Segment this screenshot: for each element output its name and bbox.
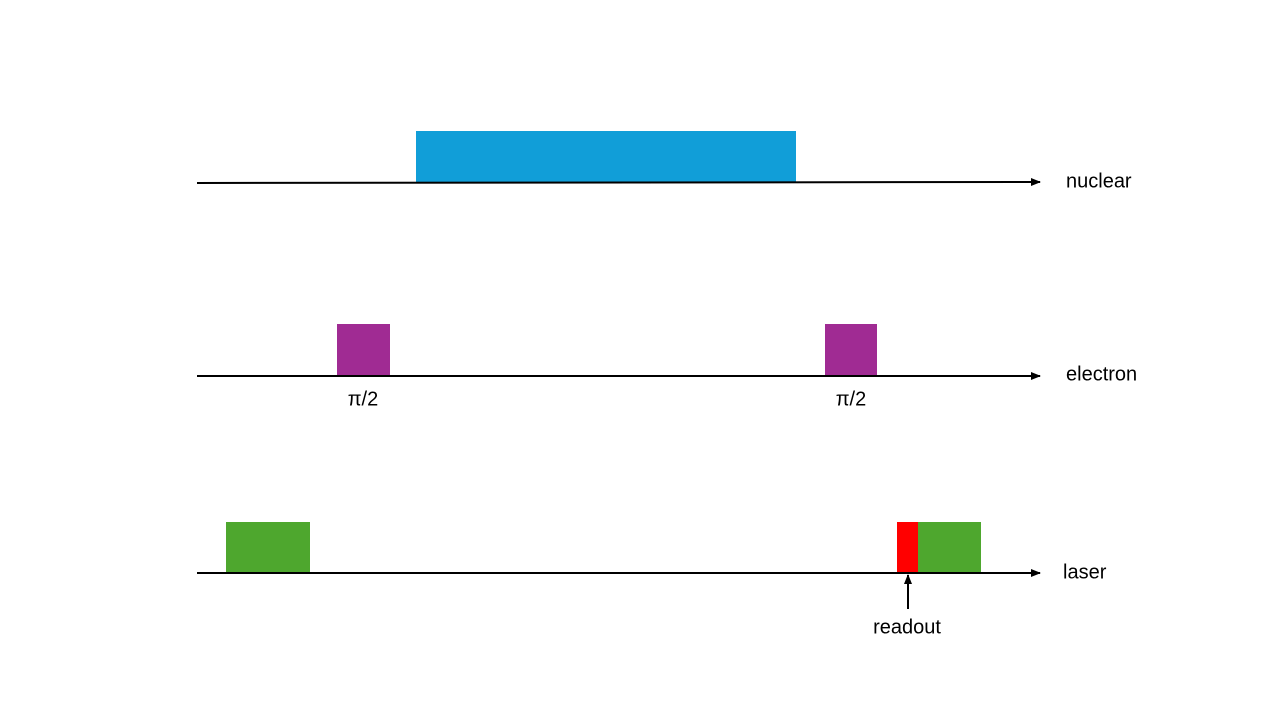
electron-pulse — [337, 324, 390, 376]
channel-label: electron — [1066, 363, 1137, 385]
laser-pulse — [226, 522, 310, 573]
readout-pulse — [897, 522, 918, 573]
annotation-label: readout — [873, 616, 941, 638]
channel-label: laser — [1063, 561, 1107, 583]
electron-pulse — [825, 324, 877, 376]
laser-pulse — [918, 522, 981, 573]
nuclear-pulse — [416, 131, 796, 182]
pulse-label: π/2 — [348, 388, 378, 410]
channel-label: nuclear — [1066, 170, 1132, 192]
pulse-label: π/2 — [836, 388, 866, 410]
nuclear-axis — [197, 182, 1040, 183]
